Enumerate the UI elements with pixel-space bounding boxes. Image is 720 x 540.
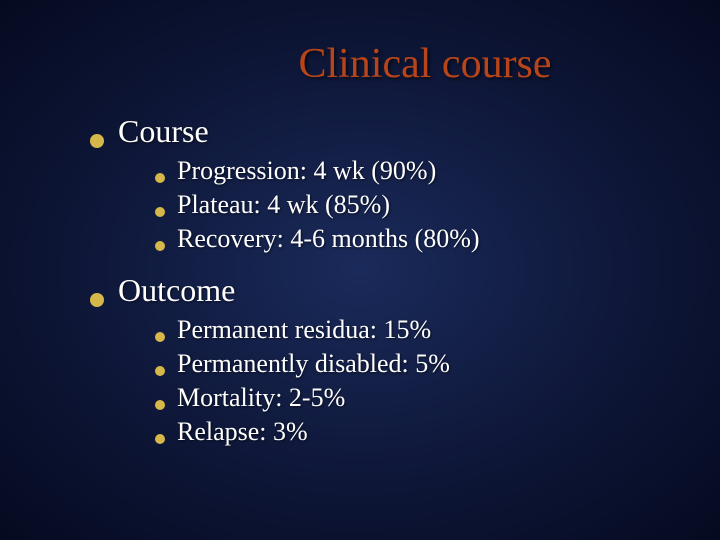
bullet-icon	[155, 173, 165, 183]
sublist-course: Progression: 4 wk (90%) Plateau: 4 wk (8…	[155, 156, 670, 254]
slide-title: Clinical course	[180, 40, 670, 88]
bullet-icon	[155, 332, 165, 342]
bullet-icon	[90, 134, 104, 148]
sublist-text: Progression: 4 wk (90%)	[177, 156, 436, 186]
sublist-text: Relapse: 3%	[177, 417, 308, 447]
list-item: Outcome	[90, 272, 670, 309]
bullet-icon	[155, 207, 165, 217]
list-item: Plateau: 4 wk (85%)	[155, 190, 670, 220]
list-item: Progression: 4 wk (90%)	[155, 156, 670, 186]
slide: Clinical course Course Progression: 4 wk…	[0, 0, 720, 540]
sublist-text: Recovery: 4-6 months (80%)	[177, 224, 480, 254]
sublist-text: Permanently disabled: 5%	[177, 349, 450, 379]
section-label: Course	[118, 113, 209, 150]
sublist-text: Plateau: 4 wk (85%)	[177, 190, 390, 220]
sublist-outcome: Permanent residua: 15% Permanently disab…	[155, 315, 670, 447]
section-course: Course Progression: 4 wk (90%) Plateau: …	[90, 113, 670, 254]
list-item: Recovery: 4-6 months (80%)	[155, 224, 670, 254]
list-item: Permanently disabled: 5%	[155, 349, 670, 379]
bullet-icon	[90, 293, 104, 307]
bullet-icon	[155, 434, 165, 444]
section-outcome: Outcome Permanent residua: 15% Permanent…	[90, 272, 670, 447]
list-item: Mortality: 2-5%	[155, 383, 670, 413]
section-label: Outcome	[118, 272, 235, 309]
bullet-icon	[155, 241, 165, 251]
list-item: Relapse: 3%	[155, 417, 670, 447]
bullet-icon	[155, 400, 165, 410]
bullet-icon	[155, 366, 165, 376]
list-item: Permanent residua: 15%	[155, 315, 670, 345]
sublist-text: Permanent residua: 15%	[177, 315, 431, 345]
list-item: Course	[90, 113, 670, 150]
sublist-text: Mortality: 2-5%	[177, 383, 345, 413]
